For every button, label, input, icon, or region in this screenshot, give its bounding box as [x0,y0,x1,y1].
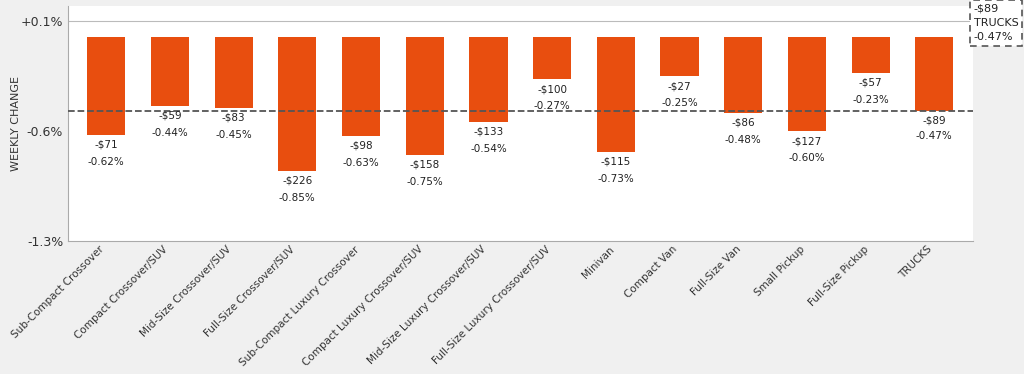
Text: -$158: -$158 [410,160,440,170]
Text: -$83: -$83 [222,113,246,123]
Bar [214,37,253,108]
Text: -$100: -$100 [538,84,567,94]
Bar [852,37,890,73]
Text: -0.47%: -0.47% [916,131,952,141]
Text: -0.73%: -0.73% [597,174,634,184]
Text: -$71: -$71 [94,139,118,149]
Bar [279,37,316,171]
Text: -$86: -$86 [731,117,755,127]
Text: -$89
TRUCKS
-0.47%: -$89 TRUCKS -0.47% [974,4,1019,42]
Text: -0.45%: -0.45% [215,130,252,140]
Bar [406,37,443,155]
Text: -$226: -$226 [283,175,312,186]
Text: -$59: -$59 [158,111,181,121]
Text: -$89: -$89 [923,116,946,126]
Text: -0.44%: -0.44% [152,128,188,138]
Text: -$98: -$98 [349,141,373,151]
Text: -$115: -$115 [601,157,631,166]
Bar [87,37,125,135]
Bar [915,37,953,111]
Text: -0.75%: -0.75% [407,177,443,187]
Text: -0.63%: -0.63% [343,158,380,168]
Text: -0.48%: -0.48% [725,135,762,144]
Bar [597,37,635,152]
Text: -$27: -$27 [668,81,691,91]
Bar [342,37,380,136]
Text: -$127: -$127 [792,136,822,146]
Text: -0.27%: -0.27% [534,101,570,111]
Text: -0.60%: -0.60% [788,153,825,163]
Bar [724,37,762,113]
Text: -0.54%: -0.54% [470,144,507,154]
Text: -0.23%: -0.23% [852,95,889,105]
Text: -$133: -$133 [473,127,504,137]
Bar [787,37,826,131]
Text: -$57: -$57 [859,78,883,88]
Text: -0.25%: -0.25% [662,98,698,108]
Bar [660,37,698,76]
Bar [469,37,508,122]
Text: -0.85%: -0.85% [279,193,315,203]
Y-axis label: WEEKLY CHANGE: WEEKLY CHANGE [11,76,22,171]
Bar [151,37,189,106]
Text: -0.62%: -0.62% [88,157,125,166]
Bar [534,37,571,80]
